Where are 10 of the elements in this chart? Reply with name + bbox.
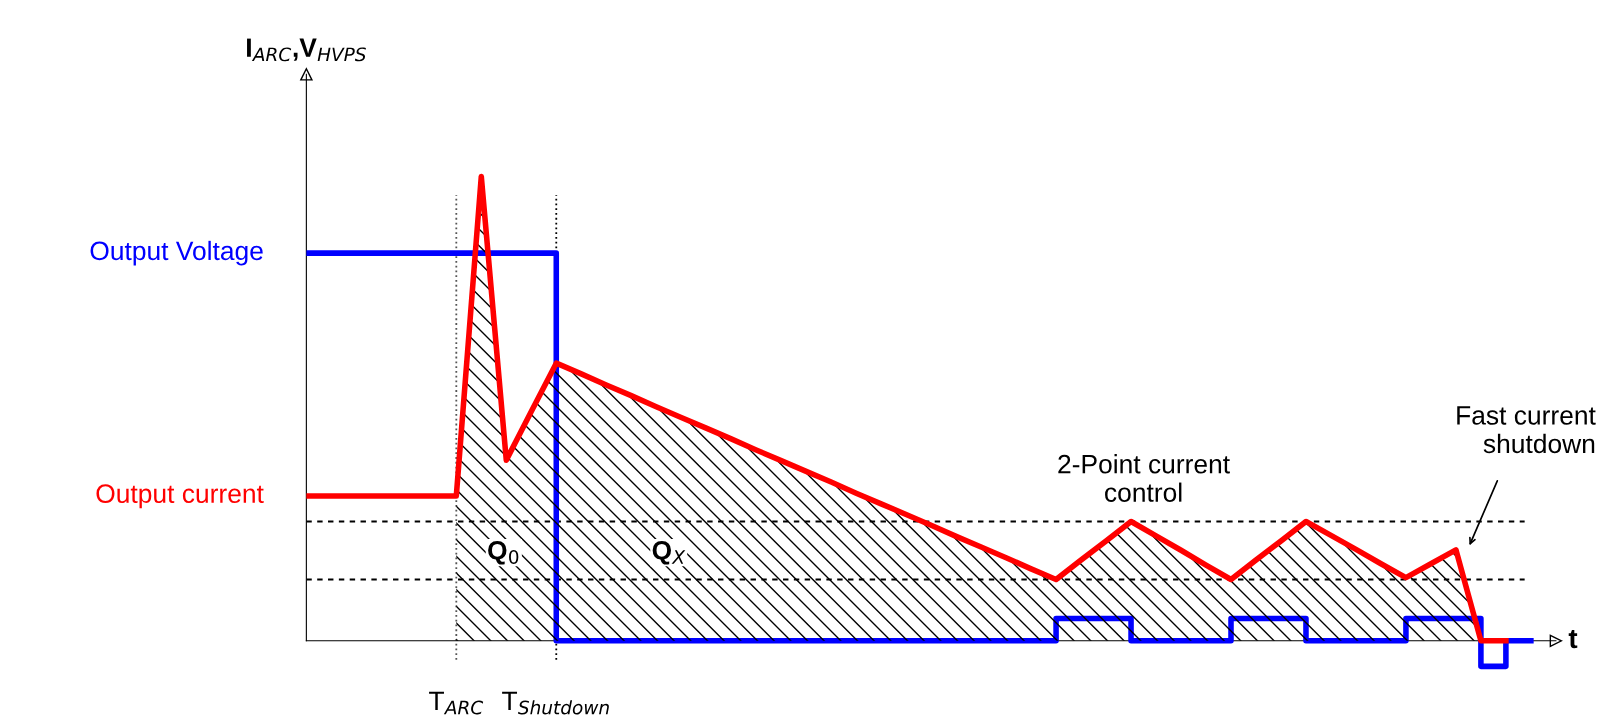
x-tick-label: T$_{ARC}$ <box>429 691 484 715</box>
annotation: 2-Point current control <box>1058 454 1230 502</box>
x-axis-title: t <box>1568 629 1578 649</box>
y-axis-title: I$_{ARC}$,V$_{HVPS}$ <box>247 38 366 62</box>
series-label: Output Voltage <box>90 240 263 266</box>
series-label: Output current <box>96 484 264 509</box>
x-tick-label: T$_{Shutdown}$ <box>502 691 609 715</box>
annotation: Fast current shutdown <box>1457 406 1596 454</box>
annotation: Q$_{0}$ <box>488 540 519 565</box>
annotation: Q$_{X}$ <box>652 540 686 565</box>
